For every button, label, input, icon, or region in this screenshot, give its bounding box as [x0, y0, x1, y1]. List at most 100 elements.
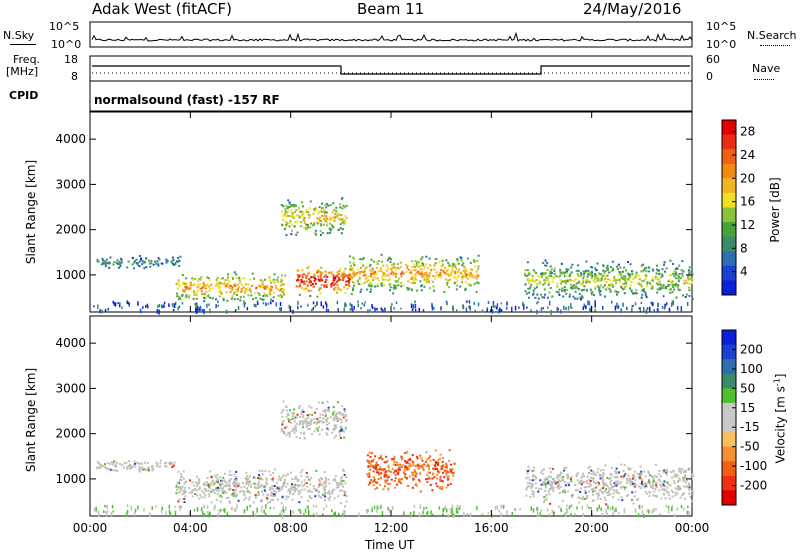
scatter-cell — [240, 288, 243, 291]
nsky-tick-top: 10^5 — [49, 20, 80, 33]
scatter-cell — [441, 460, 444, 463]
ground-scatter-point — [253, 303, 256, 307]
scatter-cell — [290, 215, 293, 218]
scatter-cell — [336, 417, 339, 420]
ground-scatter-point — [391, 506, 394, 511]
scatter-cell — [179, 485, 182, 488]
scatter-cell — [235, 475, 238, 478]
scatter-cell — [366, 473, 369, 476]
scatter-cell — [271, 477, 274, 480]
scatter-cell — [553, 478, 555, 481]
scatter-cell — [597, 468, 600, 470]
scatter-cell — [595, 486, 598, 489]
scatter-cell — [411, 454, 414, 457]
scatter-cell — [654, 488, 657, 490]
scatter-cell — [329, 229, 332, 232]
ground-scatter-point — [243, 509, 246, 514]
scatter-cell — [446, 281, 449, 284]
scatter-cell — [321, 202, 324, 205]
ground-scatter-point — [158, 303, 161, 308]
scatter-cell — [170, 461, 173, 464]
velocity-colorbar-segment — [722, 359, 736, 375]
scatter-cell — [366, 288, 369, 291]
scatter-cell — [298, 206, 301, 209]
ground-scatter-point — [422, 309, 425, 312]
scatter-cell — [171, 260, 174, 263]
scatter-cell — [533, 287, 536, 290]
scatter-cell — [559, 279, 562, 282]
scatter-cell — [292, 205, 295, 208]
scatter-cell — [638, 274, 641, 277]
scatter-cell — [544, 280, 547, 283]
velocity-colorbar-tick-label: 200 — [740, 342, 763, 356]
ground-scatter-point — [466, 513, 469, 517]
scatter-cell — [565, 271, 568, 274]
ground-scatter-point — [440, 307, 442, 311]
scatter-cell — [131, 466, 133, 469]
scatter-cell — [535, 279, 538, 281]
scatter-cell — [236, 290, 239, 293]
scatter-cell — [578, 280, 581, 283]
power-colorbar-segment — [722, 222, 736, 238]
ground-scatter-point — [571, 306, 573, 309]
scatter-cell — [531, 493, 534, 496]
ground-scatter-point — [265, 504, 267, 509]
scatter-cell — [609, 481, 612, 484]
scatter-cell — [235, 482, 238, 485]
scatter-cell — [669, 291, 672, 294]
scatter-cell — [543, 264, 546, 267]
scatter-cell — [161, 262, 164, 265]
ground-scatter-point — [557, 308, 559, 311]
ground-scatter-point — [104, 308, 107, 312]
power-colorbar-segment — [722, 251, 736, 267]
scatter-cell — [376, 283, 379, 286]
scatter-cell — [96, 461, 99, 463]
ground-scatter-point — [676, 306, 679, 311]
scatter-cell — [345, 495, 348, 498]
scatter-cell — [282, 400, 285, 403]
ground-scatter-point — [206, 303, 208, 308]
ground-scatter-point — [381, 510, 384, 516]
scatter-cell — [598, 474, 601, 477]
scatter-cell — [393, 486, 396, 489]
ground-scatter-point — [209, 511, 212, 515]
ground-scatter-point — [315, 505, 317, 508]
ground-scatter-point — [566, 504, 568, 508]
scatter-cell — [104, 463, 106, 466]
scatter-cell — [639, 465, 642, 468]
scatter-cell — [525, 488, 528, 491]
scatter-cell — [543, 483, 546, 486]
scatter-cell — [659, 475, 662, 478]
ytick-label: 2000 — [55, 223, 86, 237]
scatter-cell — [133, 460, 136, 463]
scatter-cell — [324, 203, 327, 206]
scatter-cell — [622, 476, 625, 479]
scatter-cell — [442, 471, 444, 474]
scatter-cell — [288, 215, 291, 217]
scatter-cell — [567, 482, 570, 485]
scatter-cell — [314, 210, 317, 213]
scatter-cell — [406, 286, 409, 289]
scatter-cell — [133, 267, 136, 270]
scatter-cell — [350, 275, 353, 278]
scatter-cell — [544, 489, 547, 492]
scatter-cell — [339, 278, 341, 281]
scatter-cell — [309, 483, 312, 486]
scatter-cell — [370, 460, 373, 463]
scatter-cell — [409, 458, 411, 461]
scatter-cell — [289, 490, 292, 493]
ground-scatter-point — [657, 308, 659, 313]
scatter-cell — [145, 266, 148, 269]
scatter-cell — [121, 464, 124, 467]
scatter-cell — [568, 275, 571, 277]
scatter-cell — [305, 275, 308, 278]
scatter-cell — [211, 287, 214, 290]
scatter-cell — [421, 459, 424, 462]
scatter-cell — [280, 288, 283, 290]
scatter-cell — [343, 473, 346, 476]
scatter-cell — [639, 284, 641, 287]
scatter-cell — [599, 498, 602, 500]
scatter-cell — [558, 293, 561, 296]
scatter-cell — [261, 473, 264, 476]
scatter-cell — [320, 222, 323, 225]
